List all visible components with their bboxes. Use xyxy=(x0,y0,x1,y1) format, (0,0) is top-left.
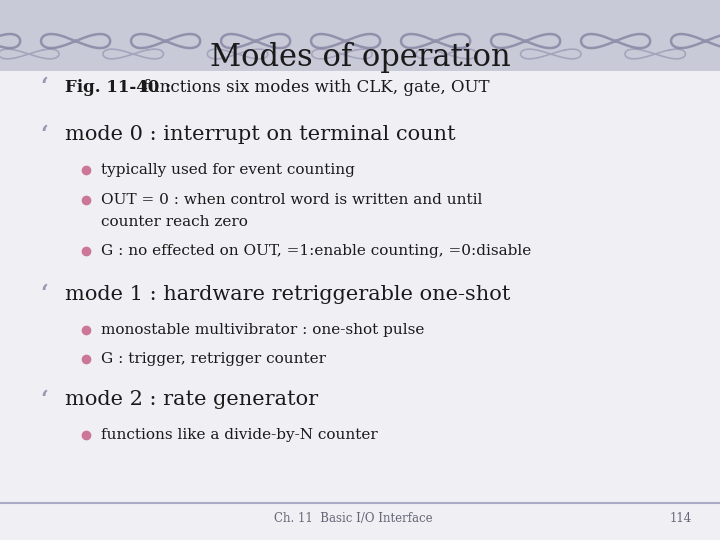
Text: functions like a divide-by-N counter: functions like a divide-by-N counter xyxy=(101,428,377,442)
Text: Fig. 11-40 :: Fig. 11-40 : xyxy=(65,79,176,96)
Text: Ch. 11  Basic I/O Interface: Ch. 11 Basic I/O Interface xyxy=(274,512,432,525)
Text: counter reach zero: counter reach zero xyxy=(101,215,248,230)
Text: monostable multivibrator : one-shot pulse: monostable multivibrator : one-shot puls… xyxy=(101,323,424,338)
Text: ‘: ‘ xyxy=(41,77,48,98)
Text: ‘: ‘ xyxy=(41,389,48,410)
Text: typically used for event counting: typically used for event counting xyxy=(101,163,355,177)
Text: ‘: ‘ xyxy=(41,124,48,146)
Text: ‘: ‘ xyxy=(41,284,48,305)
Text: G : no effected on OUT, =1:enable counting, =0:disable: G : no effected on OUT, =1:enable counti… xyxy=(101,244,531,258)
Text: OUT = 0 : when control word is written and until: OUT = 0 : when control word is written a… xyxy=(101,193,482,207)
Text: mode 1 : hardware retriggerable one-shot: mode 1 : hardware retriggerable one-shot xyxy=(65,285,510,304)
Text: Modes of operation: Modes of operation xyxy=(210,42,510,73)
Text: functions six modes with CLK, gate, OUT: functions six modes with CLK, gate, OUT xyxy=(143,79,489,96)
Text: mode 2 : rate generator: mode 2 : rate generator xyxy=(65,390,318,409)
Text: mode 0 : interrupt on terminal count: mode 0 : interrupt on terminal count xyxy=(65,125,456,145)
Bar xyxy=(0,0,720,71)
Text: G : trigger, retrigger counter: G : trigger, retrigger counter xyxy=(101,352,325,366)
Text: 114: 114 xyxy=(670,512,692,525)
